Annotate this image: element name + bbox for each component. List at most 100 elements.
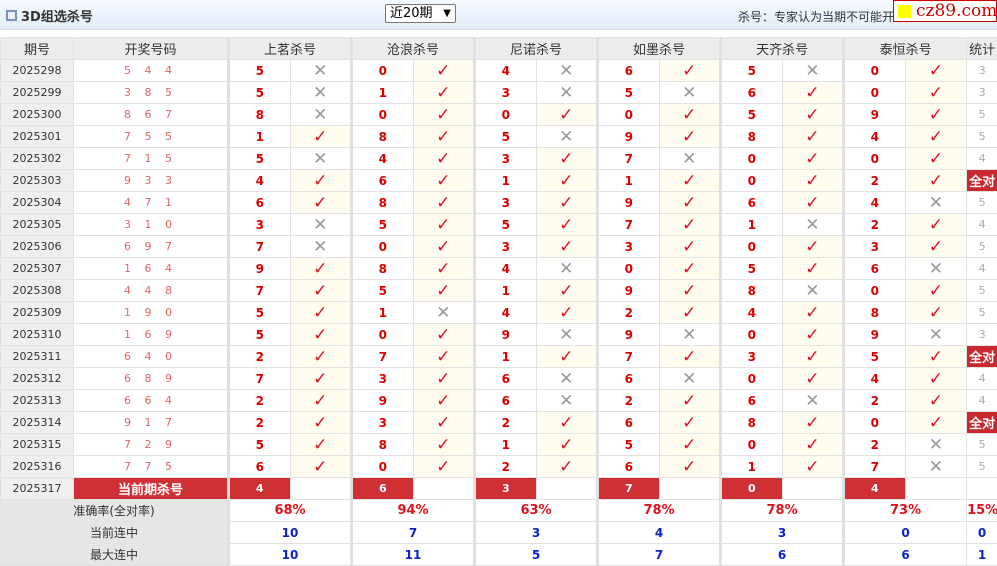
check-icon: ✓	[658, 257, 722, 280]
period-select-value: 近20期	[390, 6, 433, 21]
table-header-row: 期号 开奖号码 上茗杀号 沧浪杀号 尼诺杀号 如墨杀号 天齐杀号 泰恒杀号 统计	[0, 37, 997, 60]
kill-number: 8	[842, 301, 906, 324]
chevron-down-icon: ▼	[443, 8, 451, 19]
period-select[interactable]: 近20期 ▼	[385, 4, 456, 23]
kill-number: 7	[227, 235, 291, 258]
top-bar: 3D组选杀号 近20期 ▼ 杀号：专家认为当期不可能开 cz89.com	[0, 0, 997, 30]
table-row: 2025309 1 9 0 5 ✓ 1 ✕ 4 ✓ 2 ✓ 4 ✓ 8 ✓ 5	[0, 301, 997, 324]
kill-number: 5	[473, 125, 537, 148]
period-cell: 2025306	[0, 235, 74, 258]
check-icon: ✓	[535, 213, 599, 236]
period-cell: 2025309	[0, 301, 74, 324]
kill-number: 3	[596, 235, 660, 258]
check-icon: ✓	[781, 147, 845, 170]
summary-stat: 15%	[966, 499, 997, 522]
stat-cell: 全对	[966, 169, 997, 192]
cross-icon: ✕	[658, 367, 722, 390]
kill-number: 0	[719, 235, 783, 258]
cross-icon: ✕	[535, 323, 599, 346]
kill-number: 9	[473, 323, 537, 346]
kill-number: 2	[842, 389, 906, 412]
kill-number: 5	[719, 59, 783, 82]
kill-number: 2	[227, 411, 291, 434]
table-row: 2025304 4 7 1 6 ✓ 8 ✓ 3 ✓ 9 ✓ 6 ✓ 4 ✕ 5	[0, 191, 997, 214]
cross-icon: ✕	[289, 213, 353, 236]
check-icon: ✓	[535, 411, 599, 434]
check-icon: ✓	[412, 411, 476, 434]
kill-number: 9	[350, 389, 414, 412]
check-icon: ✓	[781, 301, 845, 324]
kill-number: 3	[350, 367, 414, 390]
check-icon: ✓	[781, 455, 845, 478]
col-expert: 天齐杀号	[719, 37, 845, 60]
check-icon: ✓	[412, 103, 476, 126]
kill-number: 6	[596, 59, 660, 82]
draw-cell: 5 4 4	[73, 59, 229, 82]
kill-number: 3	[719, 345, 783, 368]
summary-value: 78%	[596, 499, 722, 522]
check-icon: ✓	[535, 147, 599, 170]
check-icon: ✓	[535, 191, 599, 214]
cross-icon: ✕	[289, 103, 353, 126]
check-icon: ✓	[658, 169, 722, 192]
table-row: 2025314 9 1 7 2 ✓ 3 ✓ 2 ✓ 6 ✓ 8 ✓ 0 ✓ 全对	[0, 411, 997, 434]
kill-number: 8	[227, 103, 291, 126]
summary-value: 94%	[350, 499, 476, 522]
stat-cell: 3	[966, 59, 997, 82]
check-icon: ✓	[658, 191, 722, 214]
cross-icon: ✕	[781, 389, 845, 412]
check-icon: ✓	[412, 59, 476, 82]
kill-note: 杀号：专家认为当期不可能开	[738, 10, 895, 24]
check-icon: ✓	[658, 345, 722, 368]
empty-cell	[412, 477, 476, 500]
table-row: 2025300 8 6 7 8 ✕ 0 ✓ 0 ✓ 0 ✓ 5 ✓ 9 ✓ 5	[0, 103, 997, 126]
summary-stat: 1	[966, 543, 997, 566]
check-icon: ✓	[412, 367, 476, 390]
kill-number: 0	[596, 103, 660, 126]
empty-cell	[966, 477, 997, 500]
check-icon: ✓	[781, 411, 845, 434]
stat-cell: 5	[966, 235, 997, 258]
cross-icon: ✕	[412, 301, 476, 324]
summary-value: 7	[350, 521, 476, 544]
period-cell: 2025300	[0, 103, 74, 126]
check-icon: ✓	[289, 433, 353, 456]
page-title: 3D组选杀号	[6, 6, 93, 25]
stat-cell: 3	[966, 81, 997, 104]
kill-number: 9	[596, 323, 660, 346]
check-icon: ✓	[781, 433, 845, 456]
period-cell: 2025315	[0, 433, 74, 456]
col-expert: 泰恒杀号	[842, 37, 968, 60]
kill-number: 5	[227, 81, 291, 104]
check-icon: ✓	[289, 191, 353, 214]
kill-number: 6	[596, 411, 660, 434]
kill-number: 2	[842, 169, 906, 192]
summary-value: 11	[350, 543, 476, 566]
table-row: 2025313 6 6 4 2 ✓ 9 ✓ 6 ✕ 2 ✓ 6 ✕ 2 ✓ 4	[0, 389, 997, 412]
period-cell: 2025307	[0, 257, 74, 280]
check-icon: ✓	[904, 125, 968, 148]
check-icon: ✓	[412, 323, 476, 346]
kill-number: 2	[596, 301, 660, 324]
stat-cell: 5	[966, 301, 997, 324]
kill-number: 5	[719, 103, 783, 126]
summary-row: 当前连中 10 7 3 4 3 0 0	[0, 521, 997, 544]
check-icon: ✓	[904, 59, 968, 82]
kill-number: 4	[473, 59, 537, 82]
title-text: 3D组选杀号	[21, 10, 93, 25]
kill-number: 0	[350, 323, 414, 346]
site-logo[interactable]: cz89.com	[893, 0, 997, 22]
table-row: 2025299 3 8 5 5 ✕ 1 ✓ 3 ✕ 5 ✕ 6 ✓ 0 ✓ 3	[0, 81, 997, 104]
kill-number: 6	[719, 81, 783, 104]
period-cell: 2025303	[0, 169, 74, 192]
kill-number: 1	[350, 301, 414, 324]
check-icon: ✓	[289, 125, 353, 148]
check-icon: ✓	[904, 367, 968, 390]
check-icon: ✓	[904, 103, 968, 126]
period-cell: 2025317	[0, 477, 74, 500]
stat-cell: 4	[966, 147, 997, 170]
check-icon: ✓	[535, 279, 599, 302]
check-icon: ✓	[781, 191, 845, 214]
period-cell: 2025308	[0, 279, 74, 302]
stat-cell: 5	[966, 279, 997, 302]
